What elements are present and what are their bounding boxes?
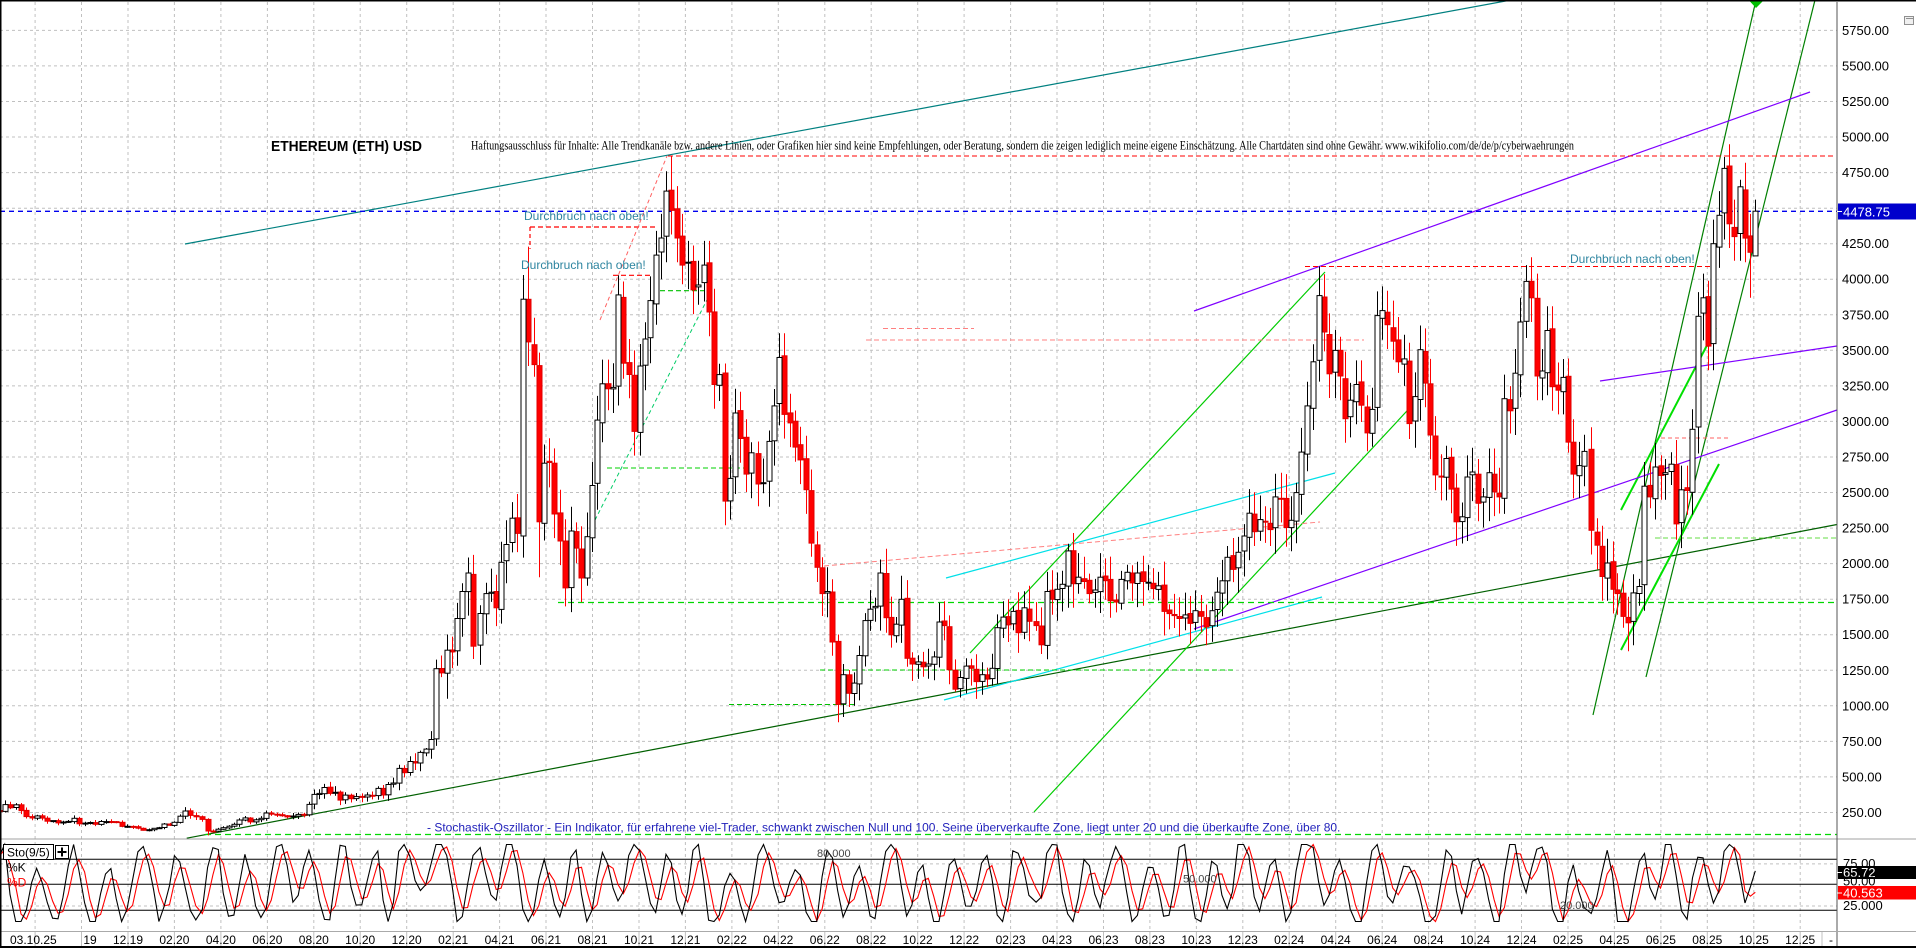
svg-text:04.25: 04.25: [1599, 933, 1629, 947]
svg-text:Durchbruch nach oben!: Durchbruch nach oben!: [521, 258, 646, 272]
svg-text:12.19: 12.19: [113, 933, 143, 947]
svg-text:Durchbruch nach oben!: Durchbruch nach oben!: [524, 209, 649, 223]
svg-text:750.00: 750.00: [1842, 734, 1882, 749]
svg-text:12.24: 12.24: [1506, 933, 1536, 947]
svg-text:08.23: 08.23: [1135, 933, 1165, 947]
svg-text:80.000: 80.000: [817, 848, 851, 860]
svg-text:19: 19: [83, 933, 97, 947]
svg-text:50.000: 50.000: [1183, 874, 1217, 886]
svg-text:10.20: 10.20: [345, 933, 375, 947]
svg-text:08.25: 08.25: [1692, 933, 1722, 947]
svg-text:02.20: 02.20: [159, 933, 189, 947]
svg-text:250.00: 250.00: [1842, 805, 1882, 820]
svg-text:3250.00: 3250.00: [1842, 378, 1889, 393]
svg-text:2000.00: 2000.00: [1842, 556, 1889, 571]
svg-text:1500.00: 1500.00: [1842, 627, 1889, 642]
svg-text:4478.75: 4478.75: [1843, 205, 1890, 220]
svg-text:-: -: [1829, 933, 1833, 947]
svg-text:5000.00: 5000.00: [1842, 130, 1889, 145]
svg-text:2250.00: 2250.00: [1842, 521, 1889, 536]
svg-text:- Stochastik-Oszillator - Ein: - Stochastik-Oszillator - Ein Indikator,…: [427, 821, 1340, 835]
svg-text:12.25: 12.25: [1785, 933, 1815, 947]
svg-text:25.000: 25.000: [1843, 898, 1883, 913]
svg-text:2750.00: 2750.00: [1842, 450, 1889, 465]
svg-text:4750.00: 4750.00: [1842, 165, 1889, 180]
svg-text:5250.00: 5250.00: [1842, 94, 1889, 109]
svg-text:4250.00: 4250.00: [1842, 236, 1889, 251]
svg-text:ETHEREUM (ETH) USD: ETHEREUM (ETH) USD: [271, 138, 422, 155]
svg-text:02.23: 02.23: [996, 933, 1026, 947]
svg-text:4000.00: 4000.00: [1842, 272, 1889, 287]
svg-text:08.24: 08.24: [1414, 933, 1444, 947]
svg-text:04.20: 04.20: [206, 933, 236, 947]
svg-text:10.23: 10.23: [1181, 933, 1211, 947]
svg-text:Haftungsausschluss für Inhalte: Haftungsausschluss für Inhalte: Alle Tre…: [471, 138, 1574, 153]
svg-text:Durchbruch nach oben!: Durchbruch nach oben!: [1570, 252, 1695, 266]
svg-text:06.24: 06.24: [1367, 933, 1397, 947]
svg-text:08.22: 08.22: [856, 933, 886, 947]
svg-text:04.24: 04.24: [1321, 933, 1351, 947]
svg-text:3000.00: 3000.00: [1842, 414, 1889, 429]
svg-text:04.23: 04.23: [1042, 933, 1072, 947]
svg-text:10.22: 10.22: [903, 933, 933, 947]
svg-text:02.21: 02.21: [438, 933, 468, 947]
svg-text:1750.00: 1750.00: [1842, 592, 1889, 607]
svg-text:12.20: 12.20: [392, 933, 422, 947]
svg-text:04.22: 04.22: [763, 933, 793, 947]
svg-text:Sto(9/5): Sto(9/5): [7, 846, 50, 860]
svg-text:65.72: 65.72: [1843, 865, 1876, 880]
svg-text:02.25: 02.25: [1553, 933, 1583, 947]
svg-text:10.21: 10.21: [624, 933, 654, 947]
svg-text:06.20: 06.20: [252, 933, 282, 947]
svg-text:06.25: 06.25: [1646, 933, 1676, 947]
svg-text:02.24: 02.24: [1274, 933, 1304, 947]
svg-text:3750.00: 3750.00: [1842, 307, 1889, 322]
svg-text:1250.00: 1250.00: [1842, 663, 1889, 678]
svg-text:10.24: 10.24: [1460, 933, 1490, 947]
svg-text:%K: %K: [7, 861, 26, 875]
svg-text:2500.00: 2500.00: [1842, 485, 1889, 500]
svg-text:04.21: 04.21: [485, 933, 515, 947]
svg-text:%D: %D: [7, 876, 27, 890]
svg-text:03.10.25: 03.10.25: [10, 933, 57, 947]
svg-text:06.23: 06.23: [1088, 933, 1118, 947]
svg-text:5500.00: 5500.00: [1842, 58, 1889, 73]
svg-text:08.21: 08.21: [577, 933, 607, 947]
svg-text:20.000: 20.000: [1560, 900, 1594, 912]
svg-text:02.22: 02.22: [717, 933, 747, 947]
svg-text:12.21: 12.21: [670, 933, 700, 947]
svg-text:12.23: 12.23: [1228, 933, 1258, 947]
svg-text:1000.00: 1000.00: [1842, 698, 1889, 713]
svg-text:12.22: 12.22: [949, 933, 979, 947]
svg-text:06.22: 06.22: [810, 933, 840, 947]
svg-text:40.563: 40.563: [1843, 886, 1883, 901]
svg-text:08.20: 08.20: [299, 933, 329, 947]
svg-text:06.21: 06.21: [531, 933, 561, 947]
svg-text:50.00: 50.00: [1843, 874, 1876, 889]
svg-text:5750.00: 5750.00: [1842, 23, 1889, 38]
svg-text:500.00: 500.00: [1842, 769, 1882, 784]
svg-text:10.25: 10.25: [1739, 933, 1769, 947]
svg-text:3500.00: 3500.00: [1842, 343, 1889, 358]
